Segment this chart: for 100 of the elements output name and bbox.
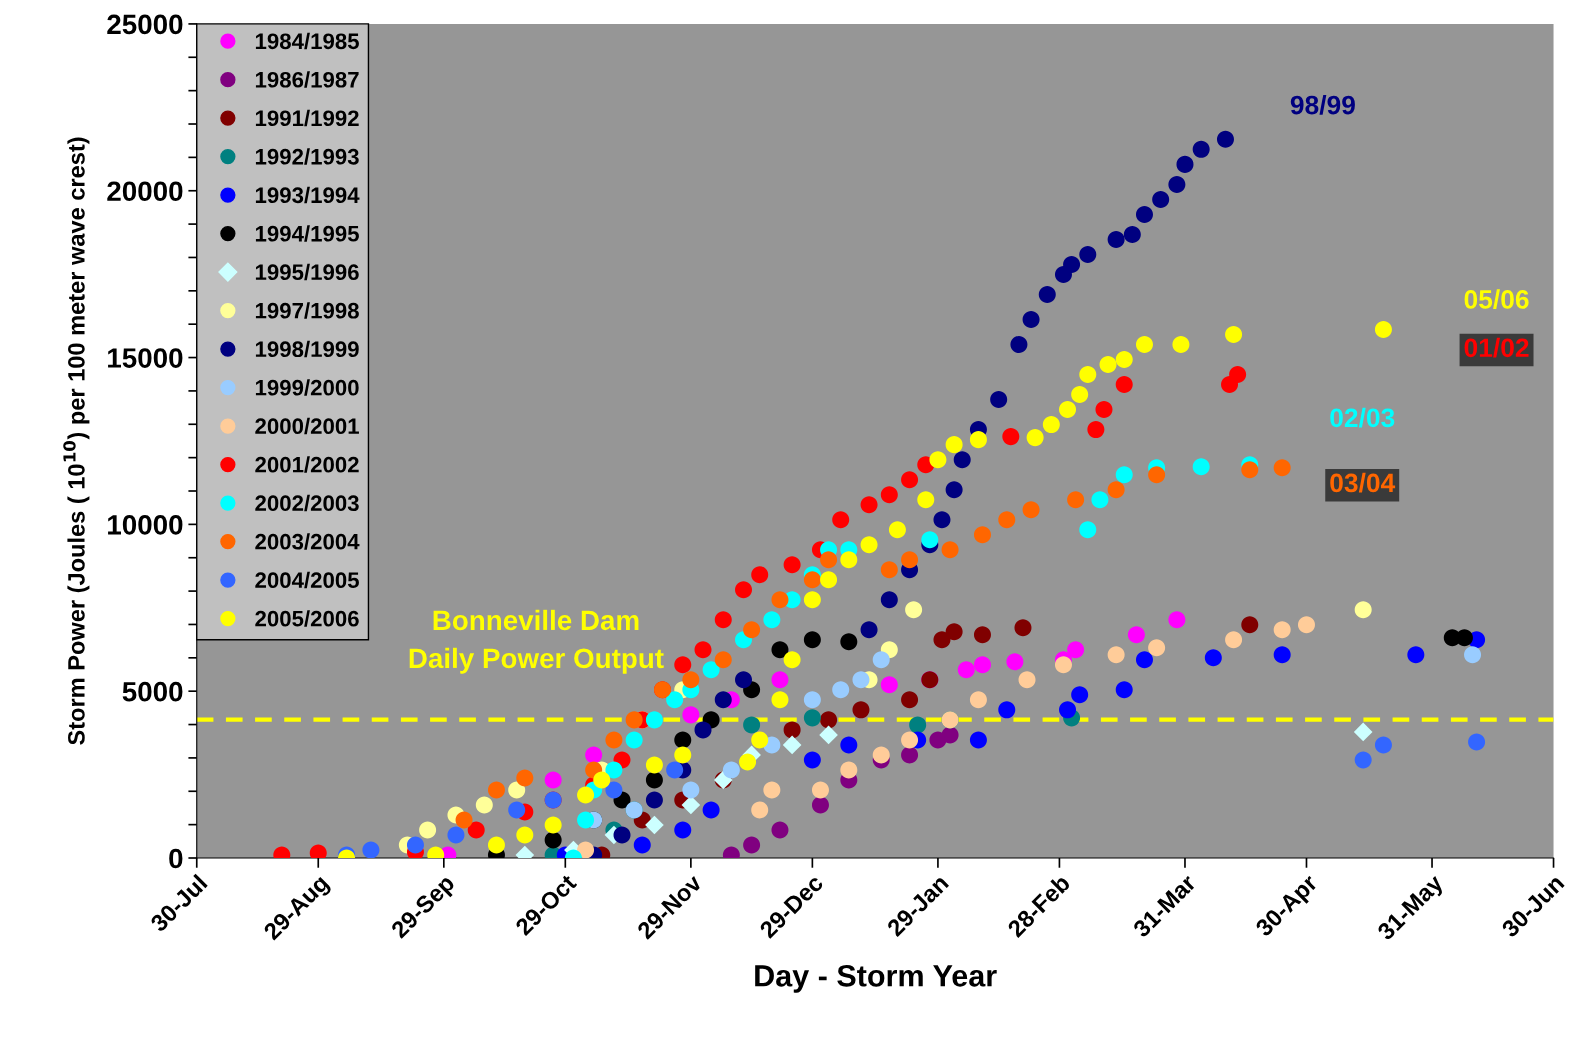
point xyxy=(933,511,951,529)
legend-label: 1992/1993 xyxy=(255,148,359,165)
annotation: 02/03 xyxy=(1330,407,1395,428)
point xyxy=(973,626,991,644)
point xyxy=(751,566,769,584)
point xyxy=(645,711,663,729)
point xyxy=(888,521,906,539)
point xyxy=(1273,459,1291,477)
point xyxy=(475,796,493,814)
point xyxy=(508,801,526,819)
legend-label: 1994/1995 xyxy=(255,225,359,242)
point xyxy=(694,721,712,739)
point xyxy=(771,591,789,609)
point xyxy=(783,556,801,574)
point xyxy=(544,771,562,789)
point xyxy=(771,691,789,709)
point xyxy=(674,731,692,749)
point xyxy=(585,746,603,764)
point xyxy=(1079,366,1097,384)
point xyxy=(820,711,838,729)
point xyxy=(852,701,870,719)
point xyxy=(1148,466,1166,484)
point xyxy=(666,691,684,709)
point xyxy=(1091,491,1109,509)
point xyxy=(735,671,753,689)
point xyxy=(743,836,761,854)
point xyxy=(743,621,761,639)
legend-label: 2000/2001 xyxy=(255,417,359,435)
y-tick-label: 5000 xyxy=(122,681,183,702)
point xyxy=(901,551,919,569)
point xyxy=(1079,245,1097,263)
point xyxy=(1014,619,1032,637)
point xyxy=(625,731,643,749)
point xyxy=(593,771,611,789)
point xyxy=(682,781,700,799)
point xyxy=(1095,401,1113,419)
point xyxy=(605,731,623,749)
point xyxy=(1464,646,1482,664)
point xyxy=(783,651,801,669)
point xyxy=(1063,255,1081,273)
point xyxy=(1204,649,1222,667)
point xyxy=(811,781,829,799)
point xyxy=(645,791,663,809)
point xyxy=(1127,626,1145,644)
point xyxy=(1216,130,1234,148)
point xyxy=(1099,356,1117,374)
point xyxy=(1018,671,1036,689)
point xyxy=(880,486,898,504)
point xyxy=(1152,190,1170,208)
point xyxy=(945,623,963,641)
point xyxy=(1067,491,1085,509)
point xyxy=(1229,366,1247,384)
point xyxy=(880,561,898,579)
point xyxy=(516,769,534,787)
point xyxy=(1135,651,1153,669)
point xyxy=(771,821,789,839)
legend-label: 1984/1985 xyxy=(255,32,359,50)
point xyxy=(832,681,850,699)
point xyxy=(973,656,991,674)
point xyxy=(901,691,919,709)
point xyxy=(1168,175,1186,193)
point xyxy=(840,761,858,779)
point xyxy=(1225,631,1243,649)
point xyxy=(832,511,850,529)
point xyxy=(880,591,898,609)
point xyxy=(945,481,963,499)
x-axis-title: Day - Storm Year xyxy=(755,965,997,993)
point xyxy=(674,656,692,674)
point xyxy=(714,611,732,629)
point xyxy=(1168,611,1186,629)
point xyxy=(447,826,465,844)
y-tick-label: 20000 xyxy=(107,181,183,202)
point xyxy=(674,821,692,839)
point xyxy=(860,496,878,514)
legend-label: 2005/2006 xyxy=(255,610,359,627)
point xyxy=(625,711,643,729)
point xyxy=(406,836,424,854)
point xyxy=(1192,458,1210,476)
legend-label: 1993/1994 xyxy=(255,186,360,204)
point xyxy=(674,746,692,764)
y-tick-label: 10000 xyxy=(108,515,183,535)
point xyxy=(1135,336,1153,354)
point xyxy=(840,551,858,569)
point xyxy=(852,671,870,689)
point xyxy=(714,691,732,709)
point xyxy=(577,786,595,804)
point xyxy=(682,671,700,689)
point xyxy=(1107,230,1125,248)
point xyxy=(901,731,919,749)
point xyxy=(880,676,898,694)
point xyxy=(840,633,858,651)
point xyxy=(1115,376,1133,394)
point xyxy=(1374,321,1392,339)
point xyxy=(941,541,959,559)
point xyxy=(1273,646,1291,664)
point xyxy=(702,661,720,679)
point xyxy=(487,836,505,854)
point xyxy=(1115,681,1133,699)
point xyxy=(803,751,821,769)
legend-label: 2003/2004 xyxy=(255,533,360,550)
